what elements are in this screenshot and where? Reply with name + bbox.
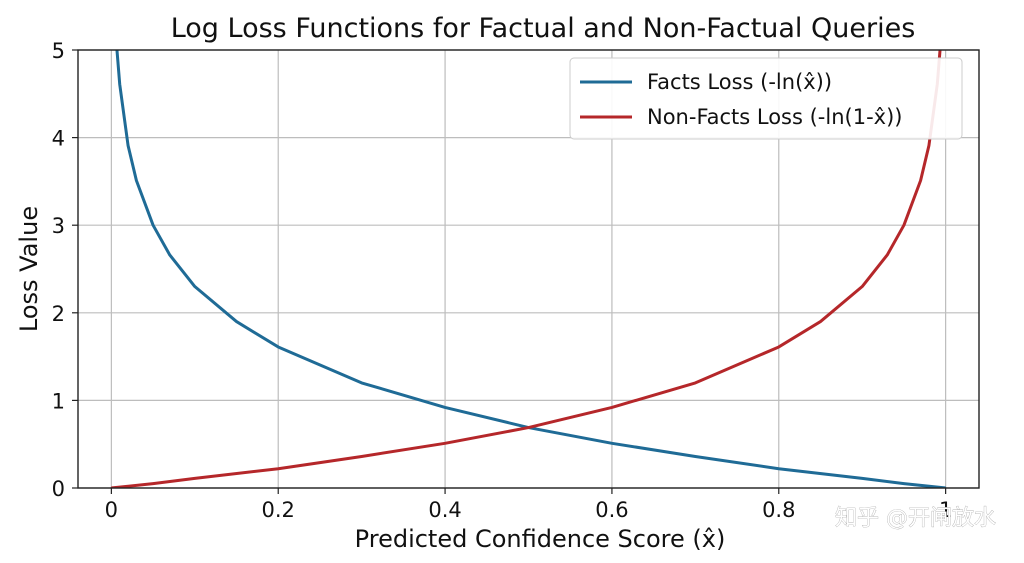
y-tick-label: 5 <box>52 39 65 63</box>
y-tick-label: 3 <box>52 214 65 238</box>
legend-label-non-facts: Non-Facts Loss (-ln(1-x̂)) <box>647 105 902 129</box>
y-axis-label: Loss Value <box>15 206 43 332</box>
legend: Facts Loss (-ln(x̂)) Non-Facts Loss (-ln… <box>569 57 963 140</box>
legend-box <box>569 57 963 140</box>
ticks: 0 0.2 0.4 0.6 0.8 1 0 1 2 3 4 5 <box>52 39 953 522</box>
y-tick-label: 2 <box>52 302 65 326</box>
legend-label-facts: Facts Loss (-ln(x̂)) <box>647 70 832 94</box>
y-tick-label: 4 <box>52 127 65 151</box>
x-axis-label: Predicted Confidence Score (x̂) <box>355 525 726 553</box>
facts-loss-line <box>115 50 947 488</box>
x-tick-label: 0.4 <box>428 498 461 522</box>
chart-title: Log Loss Functions for Factual and Non-F… <box>171 13 916 44</box>
non-facts-loss-line <box>110 50 942 488</box>
x-tick-label: 1 <box>939 498 952 522</box>
series-layer <box>110 50 947 488</box>
watermark: 知乎 @开闸放水 <box>835 506 996 531</box>
x-tick-label: 0 <box>105 498 118 522</box>
y-tick-label: 0 <box>52 477 65 501</box>
x-tick-label: 0.2 <box>262 498 295 522</box>
x-tick-label: 0.6 <box>595 498 628 522</box>
x-tick-label: 0.8 <box>762 498 795 522</box>
y-tick-label: 1 <box>52 389 65 413</box>
plot-frame <box>77 49 980 489</box>
